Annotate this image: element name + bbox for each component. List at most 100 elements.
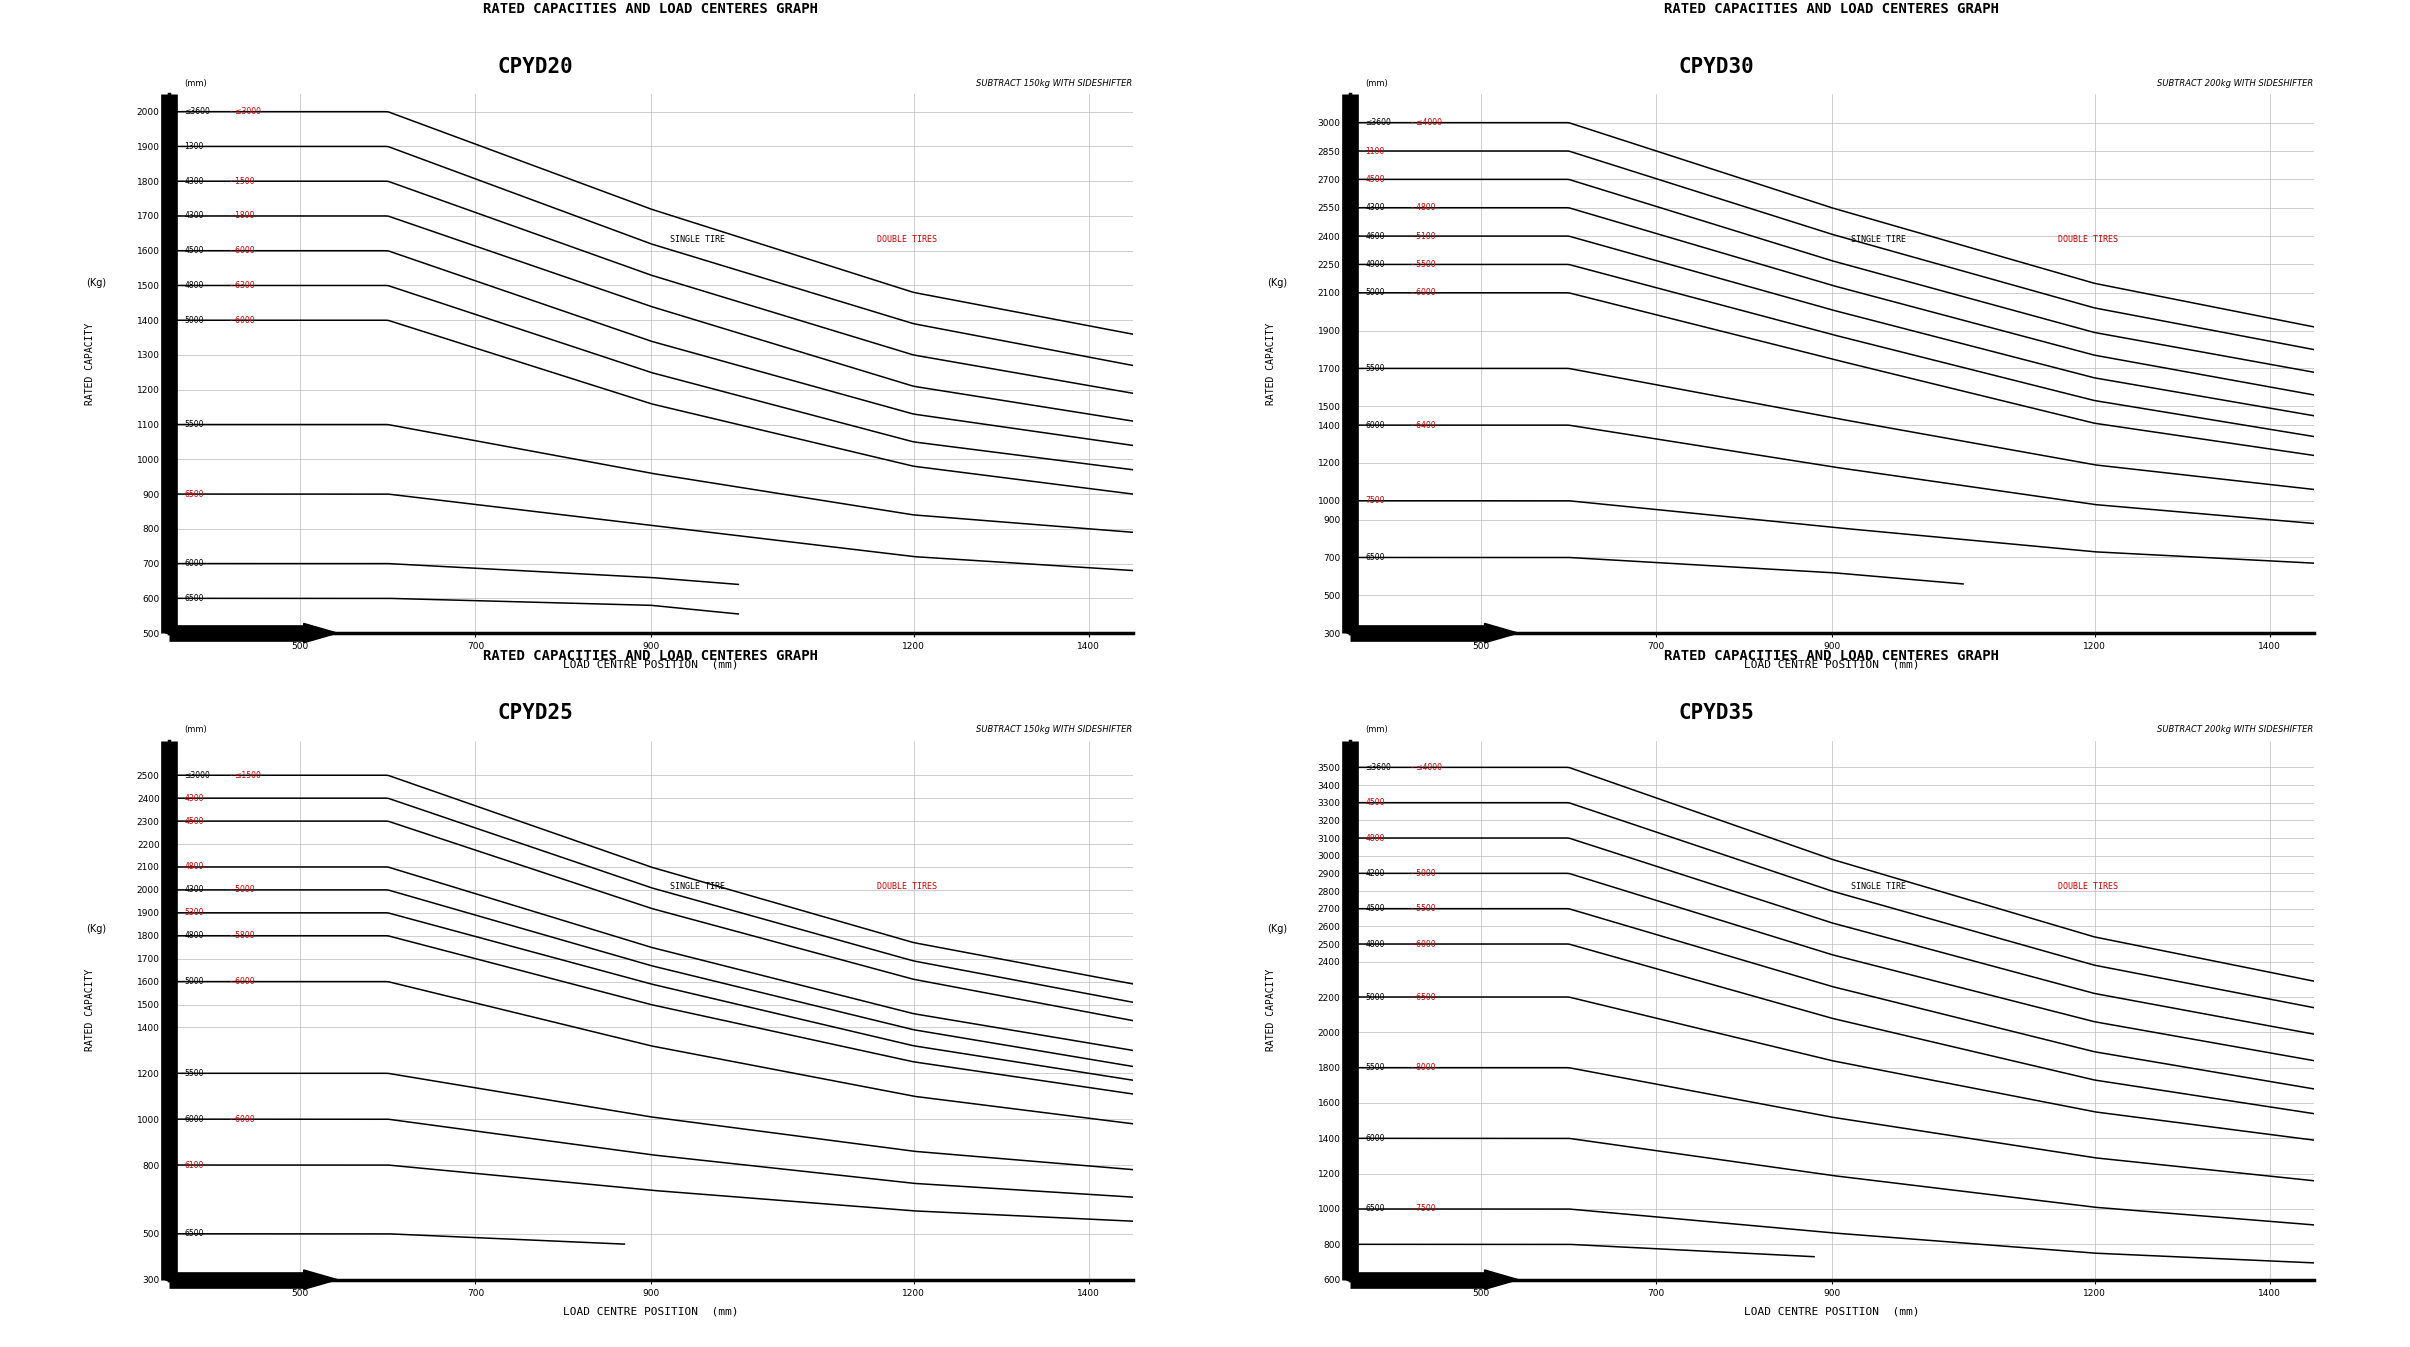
Text: - 1500: - 1500 bbox=[229, 176, 255, 186]
Text: 4500: 4500 bbox=[1366, 799, 1386, 807]
Text: - 5800: - 5800 bbox=[229, 931, 255, 940]
Text: 4300: 4300 bbox=[186, 793, 205, 803]
Text: - ≤4000: - ≤4000 bbox=[1410, 119, 1441, 127]
Text: 4300: 4300 bbox=[186, 885, 205, 894]
Text: 5000: 5000 bbox=[1366, 993, 1386, 1002]
Text: 4800: 4800 bbox=[186, 931, 205, 940]
Text: SUBTRACT 200kg WITH SIDESHIFTER: SUBTRACT 200kg WITH SIDESHIFTER bbox=[2157, 726, 2314, 734]
Text: CPYD35: CPYD35 bbox=[1677, 703, 1754, 723]
Text: - ≤3000: - ≤3000 bbox=[229, 108, 260, 116]
Y-axis label: RATED CAPACITY: RATED CAPACITY bbox=[84, 322, 94, 405]
Text: DOUBLE TIRES: DOUBLE TIRES bbox=[2058, 882, 2118, 890]
Text: 4500: 4500 bbox=[186, 816, 205, 826]
Text: (Kg): (Kg) bbox=[87, 277, 106, 288]
Text: 1300: 1300 bbox=[186, 141, 205, 151]
Text: 4500: 4500 bbox=[1366, 904, 1386, 913]
Text: ≤3000: ≤3000 bbox=[186, 770, 210, 780]
Text: 6000: 6000 bbox=[1366, 1134, 1386, 1142]
Text: - 7500: - 7500 bbox=[1410, 1204, 1436, 1214]
Text: - 5000: - 5000 bbox=[1410, 869, 1436, 878]
Text: 6000: 6000 bbox=[186, 559, 205, 568]
Text: RATED CAPACITIES AND LOAD CENTERES GRAPH: RATED CAPACITIES AND LOAD CENTERES GRAPH bbox=[482, 649, 819, 663]
Text: - 6000: - 6000 bbox=[229, 1115, 255, 1123]
Text: (mm): (mm) bbox=[1366, 79, 1388, 88]
Text: RATED CAPACITIES AND LOAD CENTERES GRAPH: RATED CAPACITIES AND LOAD CENTERES GRAPH bbox=[1663, 649, 2000, 663]
Text: - 5000: - 5000 bbox=[229, 885, 255, 894]
Text: SUBTRACT 150kg WITH SIDESHIFTER: SUBTRACT 150kg WITH SIDESHIFTER bbox=[976, 79, 1133, 88]
Polygon shape bbox=[1485, 624, 1518, 643]
Text: 4500: 4500 bbox=[1366, 175, 1386, 183]
Text: (Kg): (Kg) bbox=[1268, 277, 1287, 288]
Text: ≤3600: ≤3600 bbox=[1366, 119, 1391, 127]
Text: - 6000: - 6000 bbox=[1410, 939, 1436, 948]
Text: 5500: 5500 bbox=[1366, 364, 1386, 373]
Text: (mm): (mm) bbox=[186, 726, 207, 734]
X-axis label: LOAD CENTRE POSITION  (mm): LOAD CENTRE POSITION (mm) bbox=[564, 660, 737, 669]
Text: 4900: 4900 bbox=[1366, 260, 1386, 269]
Text: - 5500: - 5500 bbox=[1410, 260, 1436, 269]
Text: 5500: 5500 bbox=[186, 420, 205, 430]
Text: - 6500: - 6500 bbox=[1410, 993, 1436, 1002]
Text: (mm): (mm) bbox=[1366, 726, 1388, 734]
Text: SINGLE TIRE: SINGLE TIRE bbox=[1851, 236, 1906, 244]
Text: ≤3600: ≤3600 bbox=[1366, 762, 1391, 772]
Text: SUBTRACT 200kg WITH SIDESHIFTER: SUBTRACT 200kg WITH SIDESHIFTER bbox=[2157, 79, 2314, 88]
X-axis label: LOAD CENTRE POSITION  (mm): LOAD CENTRE POSITION (mm) bbox=[1745, 1307, 1918, 1316]
Text: 5000: 5000 bbox=[186, 977, 205, 986]
Text: - 6000: - 6000 bbox=[229, 315, 255, 325]
Text: - 1800: - 1800 bbox=[229, 211, 255, 221]
Text: 4500: 4500 bbox=[186, 247, 205, 255]
Text: - 6300: - 6300 bbox=[229, 282, 255, 290]
Text: CPYD20: CPYD20 bbox=[496, 57, 574, 77]
Text: 1100: 1100 bbox=[1366, 147, 1386, 155]
Text: 4300: 4300 bbox=[186, 211, 205, 221]
Text: - ≤1500: - ≤1500 bbox=[229, 770, 260, 780]
Text: 4800: 4800 bbox=[186, 862, 205, 872]
X-axis label: LOAD CENTRE POSITION  (mm): LOAD CENTRE POSITION (mm) bbox=[1745, 660, 1918, 669]
Y-axis label: RATED CAPACITY: RATED CAPACITY bbox=[1265, 322, 1275, 405]
Text: 4300: 4300 bbox=[1366, 203, 1386, 213]
Y-axis label: RATED CAPACITY: RATED CAPACITY bbox=[1265, 968, 1275, 1052]
Text: 5300: 5300 bbox=[186, 908, 205, 917]
Text: 4600: 4600 bbox=[1366, 232, 1386, 241]
Text: 4800: 4800 bbox=[186, 282, 205, 290]
Text: 5000: 5000 bbox=[1366, 288, 1386, 298]
Text: 5500: 5500 bbox=[186, 1068, 205, 1078]
Text: - 6000: - 6000 bbox=[229, 247, 255, 255]
Polygon shape bbox=[1485, 1270, 1518, 1289]
Text: - 6400: - 6400 bbox=[1410, 420, 1436, 430]
Text: - 6000: - 6000 bbox=[1410, 288, 1436, 298]
Polygon shape bbox=[304, 1270, 337, 1289]
Text: (mm): (mm) bbox=[186, 79, 207, 88]
Text: - 5100: - 5100 bbox=[1410, 232, 1436, 241]
Text: SUBTRACT 150kg WITH SIDESHIFTER: SUBTRACT 150kg WITH SIDESHIFTER bbox=[976, 726, 1133, 734]
Y-axis label: RATED CAPACITY: RATED CAPACITY bbox=[84, 968, 94, 1052]
Text: CPYD30: CPYD30 bbox=[1677, 57, 1754, 77]
Text: DOUBLE TIRES: DOUBLE TIRES bbox=[877, 882, 937, 890]
Text: 4300: 4300 bbox=[186, 176, 205, 186]
Text: DOUBLE TIRES: DOUBLE TIRES bbox=[877, 236, 937, 244]
Text: 7500: 7500 bbox=[1366, 496, 1386, 505]
Text: - 6000: - 6000 bbox=[229, 977, 255, 986]
Text: 6500: 6500 bbox=[1366, 1204, 1386, 1214]
Text: RATED CAPACITIES AND LOAD CENTERES GRAPH: RATED CAPACITIES AND LOAD CENTERES GRAPH bbox=[482, 3, 819, 16]
Text: (Kg): (Kg) bbox=[1268, 924, 1287, 935]
Text: SINGLE TIRE: SINGLE TIRE bbox=[670, 882, 725, 890]
Text: 5500: 5500 bbox=[1366, 1063, 1386, 1072]
Polygon shape bbox=[304, 624, 337, 643]
Text: - ≤4000: - ≤4000 bbox=[1410, 762, 1441, 772]
Text: 6000: 6000 bbox=[1366, 420, 1386, 430]
Text: RATED CAPACITIES AND LOAD CENTERES GRAPH: RATED CAPACITIES AND LOAD CENTERES GRAPH bbox=[1663, 3, 2000, 16]
Text: ≤3600: ≤3600 bbox=[186, 108, 210, 116]
Text: 6500: 6500 bbox=[186, 594, 205, 603]
Text: - 8000: - 8000 bbox=[1410, 1063, 1436, 1072]
Text: 6500: 6500 bbox=[186, 1230, 205, 1238]
Text: 4200: 4200 bbox=[1366, 869, 1386, 878]
Text: 6000: 6000 bbox=[186, 1115, 205, 1123]
Text: 4800: 4800 bbox=[1366, 834, 1386, 842]
Text: 6100: 6100 bbox=[186, 1161, 205, 1169]
Text: 5000: 5000 bbox=[186, 315, 205, 325]
Text: - 4800: - 4800 bbox=[1410, 203, 1436, 213]
X-axis label: LOAD CENTRE POSITION  (mm): LOAD CENTRE POSITION (mm) bbox=[564, 1307, 737, 1316]
Text: (Kg): (Kg) bbox=[87, 924, 106, 935]
